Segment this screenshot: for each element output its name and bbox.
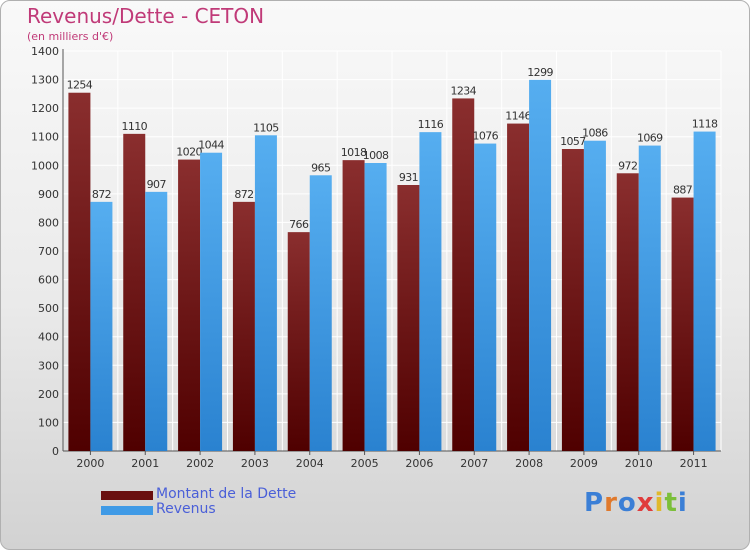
y-tick-label: 800 bbox=[38, 216, 59, 229]
x-tick-label: 2006 bbox=[405, 457, 433, 470]
y-tick-label: 100 bbox=[38, 416, 59, 429]
data-label: 1254 bbox=[67, 79, 93, 92]
bar-dette bbox=[671, 197, 694, 451]
bar-revenus bbox=[309, 175, 332, 452]
bar-dette bbox=[68, 92, 91, 451]
data-label: 972 bbox=[618, 159, 637, 172]
bar-revenus bbox=[145, 191, 168, 451]
bar-revenus bbox=[200, 152, 223, 451]
x-tick-label: 2005 bbox=[351, 457, 379, 470]
y-tick-label: 1400 bbox=[31, 45, 59, 58]
data-label: 1105 bbox=[253, 121, 279, 134]
bar-revenus bbox=[583, 140, 606, 451]
data-label: 1116 bbox=[418, 118, 444, 131]
bar-revenus bbox=[693, 131, 716, 452]
data-label: 1234 bbox=[450, 84, 476, 97]
y-tick-label: 600 bbox=[38, 274, 59, 287]
y-tick-label: 0 bbox=[52, 445, 59, 458]
data-label: 1146 bbox=[505, 110, 531, 123]
y-tick-label: 300 bbox=[38, 359, 59, 372]
y-tick-label: 1100 bbox=[31, 131, 59, 144]
y-tick-label: 200 bbox=[38, 388, 59, 401]
x-tick-label: 2009 bbox=[570, 457, 598, 470]
bar-revenus bbox=[364, 163, 387, 451]
y-tick-label: 1200 bbox=[31, 102, 59, 115]
chart-title: Revenus/Dette - CETON bbox=[27, 4, 265, 28]
y-tick-label: 700 bbox=[38, 245, 59, 258]
bar-dette bbox=[452, 98, 475, 451]
bar-revenus bbox=[254, 135, 277, 452]
x-tick-label: 2008 bbox=[515, 457, 543, 470]
bar-revenus bbox=[419, 132, 442, 451]
data-label: 1018 bbox=[341, 146, 367, 159]
data-label: 766 bbox=[289, 218, 309, 231]
bar-dette bbox=[232, 201, 255, 451]
y-tick-label: 1000 bbox=[31, 159, 59, 172]
x-tick-label: 2004 bbox=[296, 457, 324, 470]
data-label: 1110 bbox=[121, 120, 147, 133]
y-tick-label: 1300 bbox=[31, 74, 59, 87]
y-tick-label: 500 bbox=[38, 302, 59, 315]
legend-label-revenus: Revenus bbox=[156, 501, 216, 517]
x-tick-label: 2010 bbox=[625, 457, 653, 470]
bar-dette bbox=[178, 159, 201, 452]
x-tick-label: 2011 bbox=[680, 457, 708, 470]
x-tick-label: 2002 bbox=[186, 457, 214, 470]
legend-label-dette: Montant de la Dette bbox=[156, 486, 297, 502]
data-label: 887 bbox=[673, 184, 693, 197]
legend-swatch-dette bbox=[101, 491, 153, 500]
data-label: 1086 bbox=[582, 127, 608, 140]
data-label: 1008 bbox=[363, 149, 389, 162]
data-label: 1020 bbox=[176, 146, 202, 159]
brand-logo: Proxiti bbox=[584, 488, 688, 518]
bar-dette bbox=[287, 232, 310, 451]
x-tick-label: 2003 bbox=[241, 457, 269, 470]
data-label: 1118 bbox=[692, 118, 718, 131]
bar-dette bbox=[561, 149, 584, 451]
bar-dette bbox=[342, 160, 365, 451]
bar-dette bbox=[123, 133, 146, 451]
bar-revenus bbox=[90, 201, 113, 451]
chart-subtitle: (en milliers d'€) bbox=[27, 30, 114, 43]
data-label: 872 bbox=[234, 188, 253, 201]
bar-dette bbox=[507, 123, 530, 452]
bar-dette bbox=[616, 173, 639, 452]
bar-dette bbox=[397, 185, 420, 451]
bar-revenus bbox=[529, 79, 552, 451]
y-tick-label: 900 bbox=[38, 188, 59, 201]
bar-revenus bbox=[638, 145, 661, 452]
x-tick-label: 2001 bbox=[131, 457, 159, 470]
data-label: 1044 bbox=[198, 139, 224, 152]
x-tick-label: 2000 bbox=[76, 457, 104, 470]
data-label: 965 bbox=[311, 161, 331, 174]
data-label: 1057 bbox=[560, 135, 586, 148]
data-label: 1069 bbox=[637, 132, 663, 145]
data-label: 1299 bbox=[527, 66, 553, 79]
data-label: 907 bbox=[147, 178, 167, 191]
data-label: 872 bbox=[92, 188, 111, 201]
x-tick-label: 2007 bbox=[460, 457, 488, 470]
bar-revenus bbox=[474, 143, 497, 452]
data-label: 931 bbox=[399, 171, 418, 184]
y-tick-label: 400 bbox=[38, 331, 59, 344]
data-label: 1076 bbox=[472, 130, 498, 143]
legend-swatch-revenus bbox=[101, 506, 153, 515]
